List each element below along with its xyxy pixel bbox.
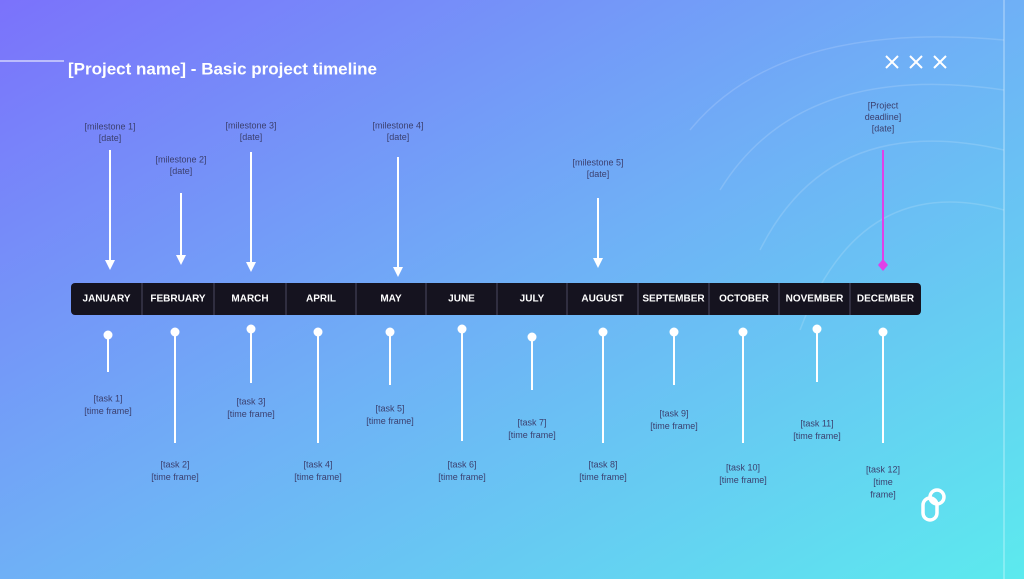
task-label: [task 1] (93, 393, 122, 403)
milestone-label: [milestone 1] (84, 121, 135, 131)
task-dot (527, 332, 537, 342)
milestone-label: [date] (872, 123, 895, 133)
logo (921, 488, 946, 522)
title: [Project name] - Basic project timeline (68, 59, 377, 78)
arrow-head (105, 260, 115, 270)
milestone-label: [milestone 4] (372, 120, 423, 130)
task-dot (878, 327, 888, 337)
task-label: [task 12] (866, 464, 900, 474)
task-dot (669, 327, 679, 337)
milestone-label: [date] (170, 166, 193, 176)
task-label: [time frame] (84, 406, 132, 416)
task-label: [time frame] (438, 472, 486, 482)
task-dot (738, 327, 748, 337)
task-label: [time frame] (366, 416, 414, 426)
task-label: frame] (870, 489, 896, 499)
month-label: OCTOBER (719, 294, 770, 305)
month-label: APRIL (306, 294, 336, 305)
milestone-label: [date] (99, 133, 122, 143)
milestone-label: [date] (387, 132, 410, 142)
task-label: [time frame] (151, 472, 199, 482)
month-label: FEBRUARY (150, 294, 206, 305)
task-label: [time frame] (793, 431, 841, 441)
task-dot (246, 324, 256, 334)
task-label: [task 9] (659, 408, 688, 418)
month-label: JANUARY (83, 294, 131, 305)
milestone-label: [Project (868, 100, 899, 110)
task-label: [task 6] (447, 459, 476, 469)
task-label: [time frame] (508, 430, 556, 440)
milestone-label: [date] (587, 169, 610, 179)
milestone-label: [milestone 5] (572, 157, 623, 167)
arrow-head (246, 262, 256, 272)
month-label: NOVEMBER (786, 294, 845, 305)
task-dot (385, 327, 395, 337)
task-dot (457, 324, 467, 334)
month-label: DECEMBER (857, 294, 915, 305)
task-label: [task 5] (375, 403, 404, 413)
task-dot (598, 327, 608, 337)
task-label: [time frame] (294, 472, 342, 482)
task-dot (170, 327, 180, 337)
month-label: JULY (520, 294, 545, 305)
milestone-label: [date] (240, 132, 263, 142)
month-label: AUGUST (581, 294, 623, 305)
month-label: JUNE (448, 294, 475, 305)
task-label: [time frame] (650, 421, 698, 431)
task-label: [time frame] (579, 472, 627, 482)
milestone-label: deadline] (865, 112, 902, 122)
milestone-label: [milestone 3] (225, 120, 276, 130)
task-dot (812, 324, 822, 334)
close-icons (885, 55, 947, 69)
task-label: [task 3] (236, 396, 265, 406)
arrow-head (176, 255, 186, 265)
arrow-head (393, 267, 403, 277)
task-label: [task 8] (588, 459, 617, 469)
month-label: MAY (380, 294, 402, 305)
deadline-marker (878, 259, 888, 271)
task-label: [task 10] (726, 462, 760, 472)
task-label: [time frame] (719, 475, 767, 485)
task-label: [time (873, 477, 893, 487)
task-label: [task 7] (517, 417, 546, 427)
arrow-head (593, 258, 603, 268)
task-label: [task 2] (160, 459, 189, 469)
month-label: SEPTEMBER (642, 294, 705, 305)
milestone-label: [milestone 2] (155, 154, 206, 164)
task-label: [time frame] (227, 409, 275, 419)
task-dot (103, 330, 113, 340)
month-label: MARCH (231, 294, 268, 305)
task-label: [task 11] (800, 418, 833, 428)
task-label: [task 4] (303, 459, 332, 469)
task-dot (313, 327, 323, 337)
